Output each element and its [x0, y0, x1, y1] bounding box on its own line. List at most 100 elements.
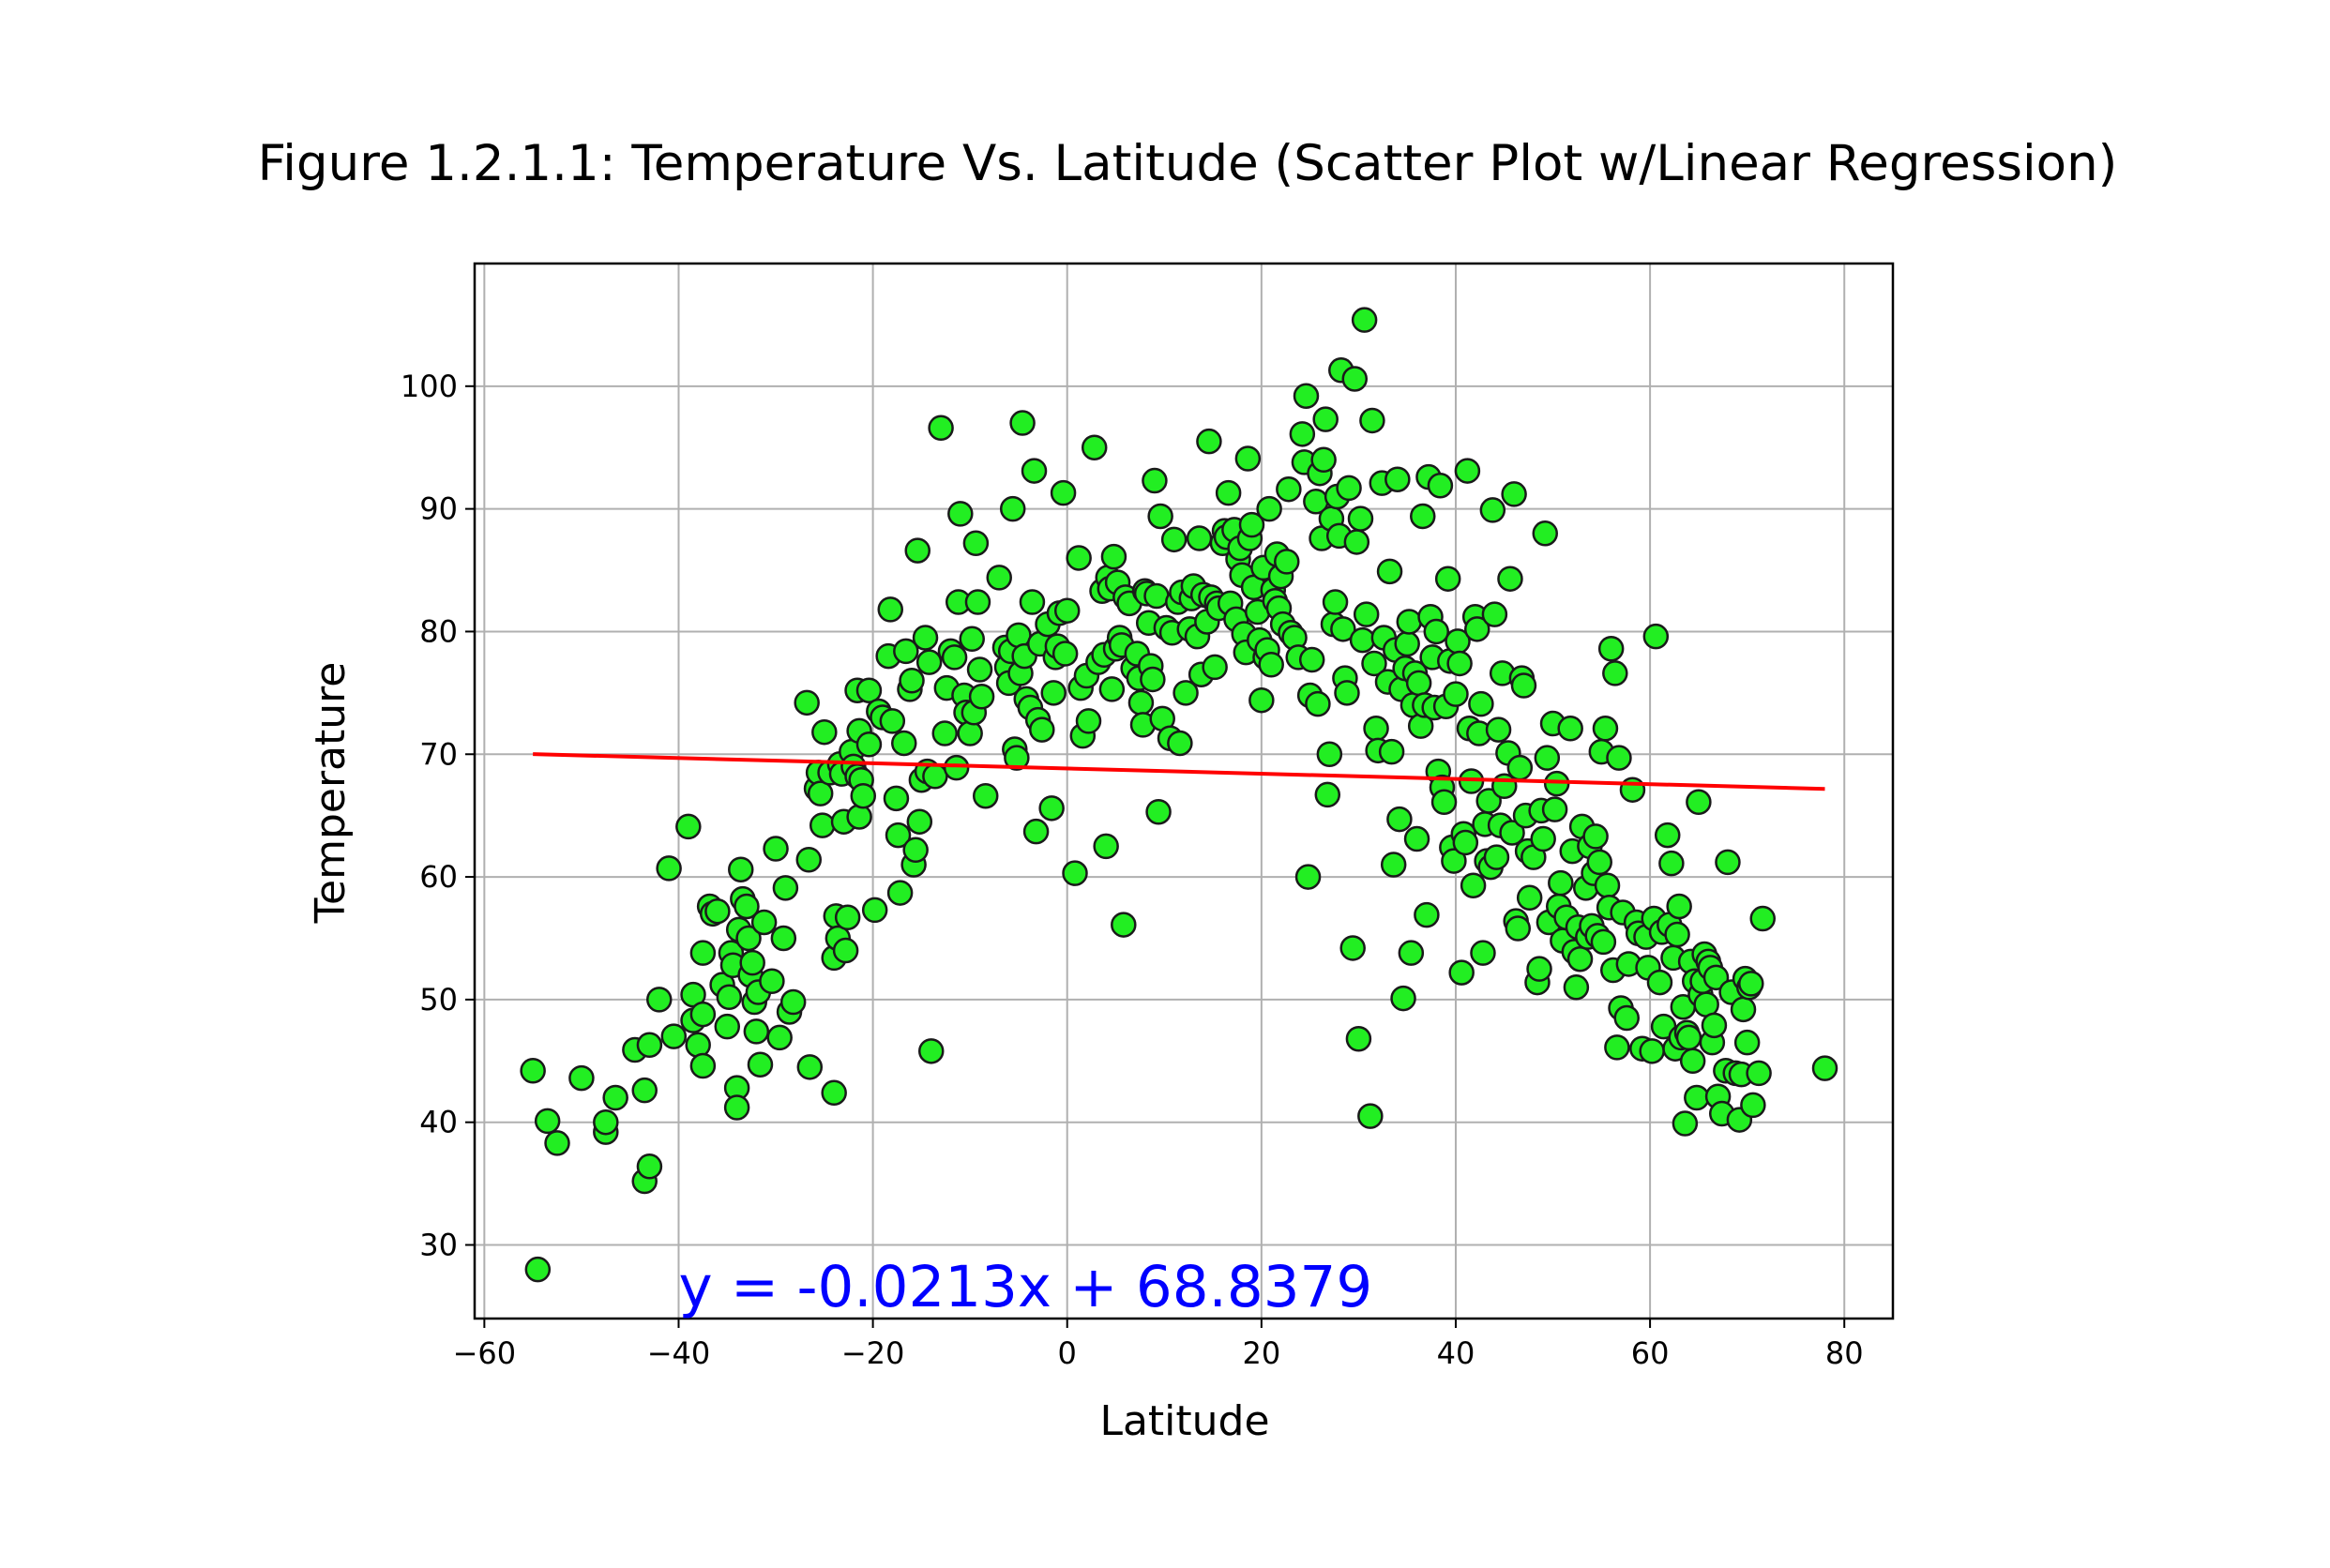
data-point: [1334, 680, 1360, 706]
data-point: [1238, 511, 1265, 538]
data-point: [1454, 458, 1481, 484]
y-tick-label: 60: [419, 859, 458, 895]
data-point: [1330, 616, 1356, 642]
data-point: [1081, 434, 1108, 460]
grid-lines: [475, 264, 1893, 1319]
data-point: [1316, 741, 1343, 768]
data-point: [714, 1013, 741, 1040]
data-point: [877, 596, 903, 623]
data-point: [807, 780, 834, 807]
data-point: [1384, 466, 1411, 492]
data-point: [959, 626, 985, 653]
data-point: [899, 668, 925, 694]
y-tick-label: 50: [419, 982, 458, 1018]
data-point: [1127, 689, 1155, 716]
data-point: [1310, 446, 1337, 474]
data-point: [1234, 445, 1262, 472]
data-point: [968, 684, 995, 710]
data-point: [1733, 1029, 1761, 1056]
data-point: [766, 1024, 793, 1051]
data-point: [834, 904, 861, 930]
data-point: [520, 1058, 546, 1084]
data-point: [1386, 806, 1413, 833]
y-axis-ticks: 30 40 50 60 70 80 90 100: [401, 369, 475, 1263]
data-point: [1679, 1048, 1706, 1075]
data-point: [1339, 935, 1366, 961]
data-point: [1143, 582, 1170, 610]
data-point: [716, 984, 743, 1011]
data-point: [1021, 458, 1048, 484]
data-point: [1738, 971, 1764, 997]
data-point: [734, 893, 760, 920]
data-point: [1351, 307, 1378, 333]
data-point: [1715, 849, 1741, 876]
data-point: [1526, 956, 1552, 982]
data-point: [1050, 479, 1077, 506]
data-point: [1305, 690, 1331, 717]
data-point: [1464, 616, 1490, 642]
chart-title: Figure 1.2.1.1: Temperature Vs. Latitude…: [258, 135, 2118, 192]
data-point: [689, 940, 717, 966]
data-point: [723, 1094, 750, 1121]
data-point: [1258, 652, 1284, 678]
data-point: [1293, 383, 1320, 410]
data-point: [1532, 520, 1558, 547]
data-point: [902, 837, 929, 864]
data-point: [1658, 850, 1685, 877]
data-point: [1009, 410, 1036, 436]
data-point: [1481, 601, 1508, 627]
data-point: [964, 589, 991, 615]
data-point: [772, 875, 799, 901]
data-point: [1740, 1092, 1766, 1119]
y-tick-label: 100: [401, 369, 458, 404]
x-tick-label: −20: [841, 1335, 905, 1371]
data-point: [1004, 745, 1030, 771]
data-point: [1353, 601, 1380, 627]
data-point: [1142, 467, 1168, 494]
regression-line: [533, 752, 1825, 792]
data-point: [1563, 974, 1590, 1001]
data-point: [728, 856, 754, 882]
data-point: [922, 763, 948, 790]
data-point: [962, 530, 990, 557]
y-tick-label: 70: [419, 736, 458, 772]
data-point: [883, 785, 910, 812]
data-point: [1592, 716, 1619, 742]
data-point: [1019, 589, 1046, 615]
data-point: [1646, 969, 1673, 996]
data-point: [544, 1130, 570, 1156]
data-point: [821, 1079, 847, 1107]
data-point: [1145, 798, 1172, 825]
data-point: [779, 988, 807, 1016]
data-point: [1516, 884, 1543, 912]
data-point: [1485, 716, 1512, 743]
data-point: [1475, 788, 1502, 814]
data-point: [1749, 905, 1776, 932]
data-point: [917, 1038, 945, 1064]
y-tick-label: 40: [419, 1105, 458, 1140]
data-point: [1357, 1103, 1384, 1129]
data-point: [796, 1054, 824, 1080]
data-point: [947, 501, 974, 527]
data-point: [1702, 964, 1730, 991]
data-point: [685, 1032, 711, 1059]
data-point: [846, 804, 872, 830]
y-tick-label: 80: [419, 613, 458, 649]
data-point: [1093, 833, 1119, 860]
data-point: [1664, 921, 1690, 948]
data-point: [912, 625, 939, 651]
data-point: [1460, 872, 1487, 898]
x-tick-label: 40: [1437, 1335, 1475, 1371]
data-point: [747, 1051, 774, 1078]
data-point: [1606, 745, 1632, 771]
y-axis-label: Temperature: [307, 662, 355, 925]
data-point: [1347, 505, 1374, 532]
data-point: [759, 968, 785, 995]
data-point: [1510, 672, 1537, 699]
x-tick-label: 20: [1242, 1335, 1280, 1371]
data-point: [1274, 549, 1300, 575]
data-point: [1730, 996, 1757, 1023]
data-point: [1443, 681, 1469, 707]
y-tick-label: 90: [419, 491, 458, 527]
data-point: [1066, 545, 1092, 571]
